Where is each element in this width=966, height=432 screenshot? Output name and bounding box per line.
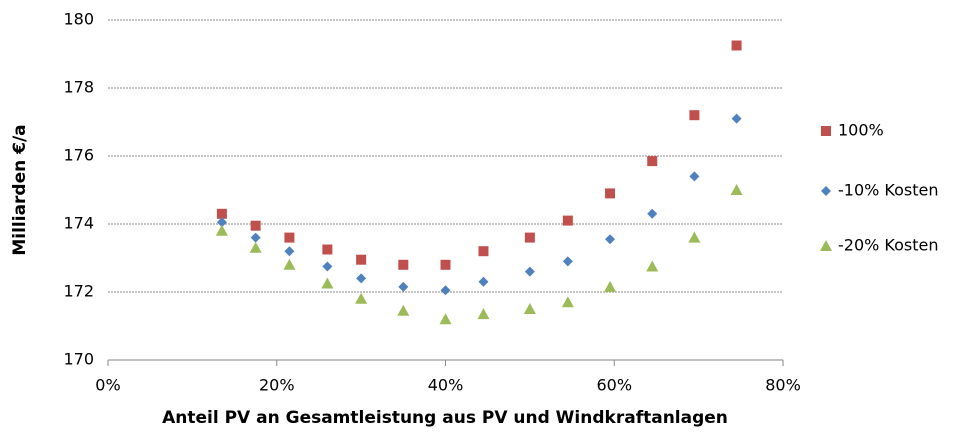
data-point [647, 208, 658, 219]
data-point [689, 110, 700, 121]
x-tick-label: 0% [95, 376, 120, 395]
data-point [689, 171, 700, 182]
data-point [250, 232, 261, 243]
y-tick-label: 170 [63, 350, 94, 369]
x-axis-title: Anteil PV an Gesamtleistung aus PV und W… [162, 408, 728, 428]
data-point [398, 281, 409, 292]
y-axis-title: Milliarden €/a [10, 124, 30, 255]
data-point [605, 188, 616, 199]
data-point [562, 215, 573, 226]
data-point [250, 220, 261, 231]
data-point [355, 292, 368, 304]
legend-marker [821, 126, 831, 136]
data-point [284, 246, 295, 257]
legend-label: 100% [838, 121, 884, 140]
data-point [322, 261, 333, 272]
data-point [730, 184, 743, 195]
x-tick-label: 20% [259, 376, 295, 395]
legend-marker [821, 186, 831, 196]
data-point [524, 232, 535, 243]
data-point [440, 259, 451, 270]
y-tick-label: 174 [63, 214, 94, 233]
data-point [284, 232, 295, 243]
x-tick-label: 80% [765, 376, 801, 395]
data-point [356, 254, 367, 265]
y-tick-label: 172 [63, 282, 94, 301]
y-tick-label: 178 [63, 78, 94, 97]
x-tick-label: 40% [428, 376, 464, 395]
data-point [478, 276, 489, 287]
y-tick-label: 180 [63, 10, 94, 29]
data-point [249, 241, 262, 253]
data-point [439, 313, 452, 325]
data-point [647, 156, 658, 167]
data-point [562, 256, 573, 267]
y-tick-label: 176 [63, 146, 94, 165]
legend-marker [820, 240, 832, 251]
data-point [561, 296, 574, 308]
data-point [322, 244, 333, 255]
x-tick-label: 60% [596, 376, 632, 395]
legend-label: -10% Kosten [838, 181, 939, 200]
data-point [216, 208, 227, 219]
data-point [604, 280, 617, 292]
data-point [216, 217, 227, 228]
data-point [605, 234, 616, 245]
data-point [398, 259, 409, 270]
legend-label: -20% Kosten [838, 236, 939, 255]
data-point [478, 246, 489, 257]
data-point [731, 113, 742, 124]
data-point [397, 304, 410, 316]
data-point [731, 40, 742, 51]
data-point [440, 285, 451, 296]
data-point [477, 308, 490, 320]
data-point [524, 266, 535, 277]
data-point [356, 273, 367, 284]
data-point [321, 277, 334, 289]
data-point [283, 258, 296, 270]
data-point [646, 260, 659, 272]
data-point [523, 303, 536, 314]
data-point [688, 231, 701, 243]
data-point [215, 224, 228, 236]
